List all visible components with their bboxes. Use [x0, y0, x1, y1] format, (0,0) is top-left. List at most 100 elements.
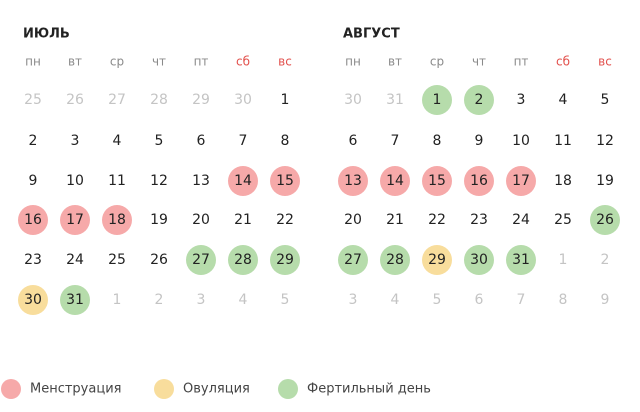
legend-label: Менструация: [30, 382, 121, 397]
weekday-label: ср: [110, 55, 124, 69]
day-marker: [60, 205, 90, 235]
day-number: 3: [349, 292, 358, 308]
day-number: 31: [512, 252, 530, 268]
day-number: 5: [601, 92, 610, 108]
day-marker: [186, 245, 216, 275]
day-number: 10: [512, 133, 530, 149]
day-number: 13: [192, 173, 210, 189]
day-number: 5: [155, 133, 164, 149]
day-number: 16: [470, 173, 488, 189]
weekday-label: пт: [514, 55, 529, 69]
day-number: 28: [150, 92, 168, 108]
day-number: 21: [234, 212, 252, 228]
day-number: 23: [470, 212, 488, 228]
day-number: 13: [344, 173, 362, 189]
day-number: 26: [150, 252, 168, 268]
day-number: 3: [197, 292, 206, 308]
day-number: 9: [29, 173, 38, 189]
day-marker: [422, 166, 452, 196]
day-number: 22: [276, 212, 294, 228]
day-marker: [464, 85, 494, 115]
day-marker: [270, 166, 300, 196]
day-number: 20: [192, 212, 210, 228]
day-marker: [590, 205, 620, 235]
day-number: 28: [386, 252, 404, 268]
day-number: 4: [559, 92, 568, 108]
weekday-label: вс: [598, 55, 612, 69]
day-number: 9: [601, 292, 610, 308]
day-number: 22: [428, 212, 446, 228]
day-number: 30: [344, 92, 362, 108]
day-marker: [228, 166, 258, 196]
weekday-label: сб: [556, 55, 570, 69]
day-number: 17: [512, 173, 530, 189]
weekday-label: вт: [388, 55, 402, 69]
day-number: 25: [108, 252, 126, 268]
day-number: 6: [475, 292, 484, 308]
day-number: 27: [108, 92, 126, 108]
day-number: 18: [554, 173, 572, 189]
day-number: 25: [24, 92, 42, 108]
day-marker: [422, 245, 452, 275]
legend-label: Фертильный день: [307, 382, 431, 397]
day-marker: [270, 245, 300, 275]
day-number: 11: [554, 133, 572, 149]
weekday-label: пн: [345, 55, 361, 69]
day-marker: [18, 285, 48, 315]
day-marker: [228, 245, 258, 275]
day-number: 15: [428, 173, 446, 189]
day-number: 5: [281, 292, 290, 308]
day-number: 2: [601, 252, 610, 268]
day-number: 14: [234, 173, 252, 189]
day-number: 18: [108, 212, 126, 228]
day-number: 3: [517, 92, 526, 108]
day-number: 26: [596, 212, 614, 228]
day-marker: [464, 166, 494, 196]
day-number: 1: [433, 92, 442, 108]
day-number: 1: [113, 292, 122, 308]
day-number: 26: [66, 92, 84, 108]
legend-swatch: [278, 379, 298, 399]
day-marker: [18, 205, 48, 235]
day-number: 17: [66, 212, 84, 228]
day-number: 4: [391, 292, 400, 308]
month-title: АВГУСТ: [343, 27, 400, 42]
day-number: 19: [150, 212, 168, 228]
day-number: 27: [192, 252, 210, 268]
day-number: 24: [512, 212, 530, 228]
weekday-label: пн: [25, 55, 41, 69]
day-marker: [102, 205, 132, 235]
day-number: 19: [596, 173, 614, 189]
day-number: 2: [475, 92, 484, 108]
weekday-label: вт: [68, 55, 82, 69]
day-marker: [506, 245, 536, 275]
day-number: 15: [276, 173, 294, 189]
day-number: 14: [386, 173, 404, 189]
day-marker: [422, 85, 452, 115]
day-number: 27: [344, 252, 362, 268]
day-number: 2: [29, 133, 38, 149]
weekday-label: пт: [194, 55, 209, 69]
day-number: 20: [344, 212, 362, 228]
day-number: 28: [234, 252, 252, 268]
weekday-label: вс: [278, 55, 292, 69]
weekday-label: сб: [236, 55, 250, 69]
day-number: 7: [239, 133, 248, 149]
day-marker: [464, 245, 494, 275]
day-number: 8: [281, 133, 290, 149]
day-number: 25: [554, 212, 572, 228]
day-number: 16: [24, 212, 42, 228]
day-number: 5: [433, 292, 442, 308]
day-number: 11: [108, 173, 126, 189]
day-number: 1: [281, 92, 290, 108]
day-number: 12: [150, 173, 168, 189]
day-number: 2: [155, 292, 164, 308]
day-number: 31: [386, 92, 404, 108]
day-number: 12: [596, 133, 614, 149]
day-marker: [338, 166, 368, 196]
day-marker: [380, 166, 410, 196]
day-number: 8: [559, 292, 568, 308]
